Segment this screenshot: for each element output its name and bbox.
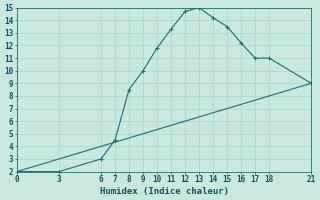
X-axis label: Humidex (Indice chaleur): Humidex (Indice chaleur) bbox=[100, 187, 228, 196]
